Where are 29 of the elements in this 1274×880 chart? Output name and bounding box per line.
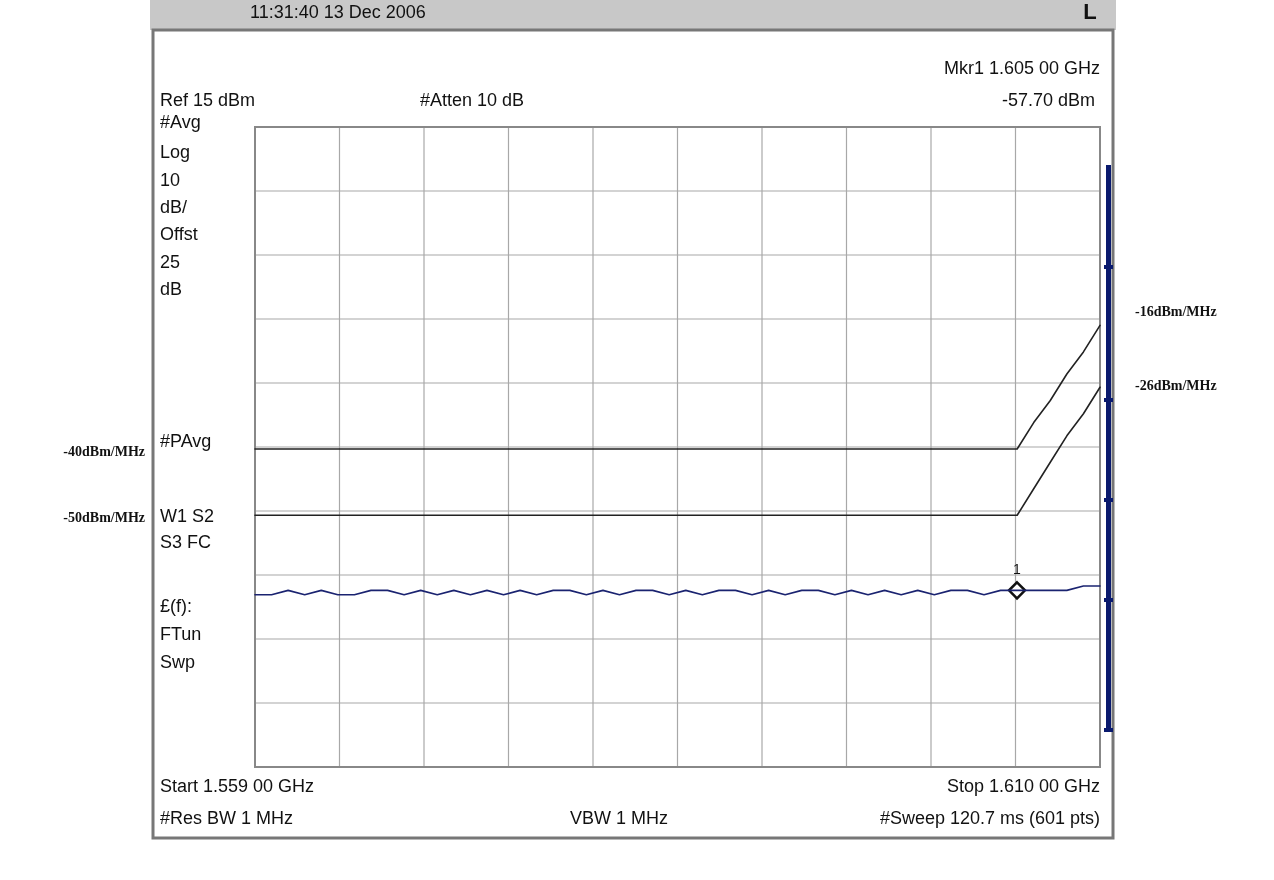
text: Mkr1 1.605 00 GHz xyxy=(943,58,1100,78)
text: -50dBm/MHz xyxy=(63,510,145,525)
text: -40dBm/MHz xyxy=(63,444,145,459)
text: FTun xyxy=(160,624,202,644)
text: -57.70 dBm xyxy=(1001,90,1095,110)
text: #Res BW 1 MHz xyxy=(160,808,294,828)
text: dB/ xyxy=(160,197,188,217)
text: Start 1.559 00 GHz xyxy=(160,776,315,796)
text: L xyxy=(1083,0,1097,24)
text: VBW 1 MHz xyxy=(570,808,669,828)
text: Ref 15 dBm xyxy=(160,90,256,110)
text: 25 xyxy=(160,252,181,272)
text: 10 xyxy=(160,170,181,190)
text: Log xyxy=(160,142,191,162)
text: Stop 1.610 00 GHz xyxy=(946,776,1100,796)
text: #PAvg xyxy=(160,431,212,451)
text: 11:31:40 13 Dec 2006 xyxy=(250,2,426,22)
text: Offst xyxy=(160,224,198,244)
text: #Atten 10 dB xyxy=(420,90,525,110)
annotation: 1 xyxy=(1013,561,1022,577)
text: #Avg xyxy=(160,112,201,132)
text: -26dBm/MHz xyxy=(1135,378,1217,393)
text: -16dBm/MHz xyxy=(1135,304,1217,319)
text: dB xyxy=(160,279,183,299)
text: Swp xyxy=(160,652,196,672)
text: S3 FC xyxy=(160,532,212,552)
text: #Sweep 120.7 ms (601 pts) xyxy=(879,808,1100,828)
text: W1 S2 xyxy=(160,506,215,526)
text: £(f): xyxy=(160,596,193,616)
